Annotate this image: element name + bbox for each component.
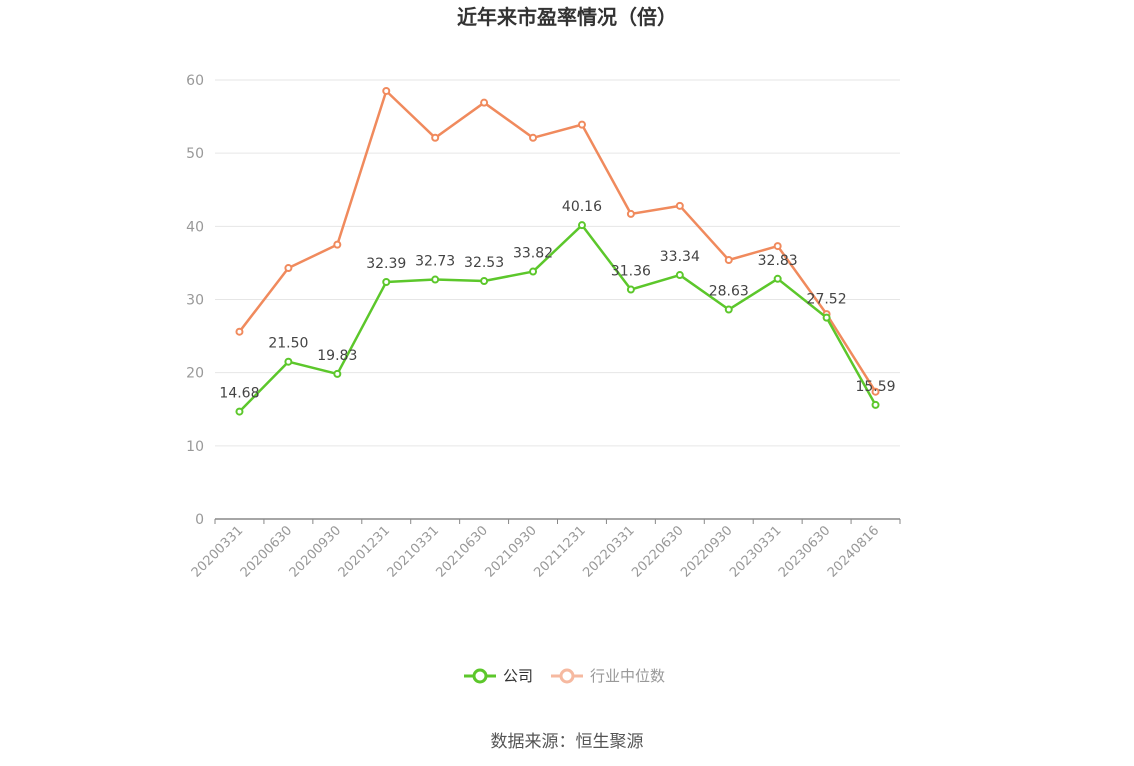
data-label: 32.39 [366, 256, 406, 272]
y-tick-label: 0 [195, 512, 204, 528]
legend-industry-marker [559, 668, 575, 684]
series-line [238, 223, 877, 413]
data-source: 数据来源：恒生聚源 [491, 732, 644, 752]
data-label: 19.83 [317, 348, 357, 364]
data-label: 32.83 [758, 253, 798, 269]
data-labels: 14.68 21.50 19.83 32.39 32.73 32.53 33.82 40.16… [219, 199, 895, 401]
x-tick-label: 20200930 [287, 523, 344, 580]
x-tick-label: 20230630 [776, 523, 833, 580]
chart-title: 近年来市盈率情况（倍） [457, 5, 677, 29]
data-label: 14.68 [219, 386, 259, 402]
series-line [238, 89, 877, 393]
x-tick-label: 20210930 [482, 523, 539, 580]
data-point[interactable] [480, 98, 489, 107]
y-tick-label: 20 [186, 366, 204, 382]
data-point[interactable] [871, 400, 880, 409]
series-company [235, 221, 880, 416]
x-tick-label: 20210331 [385, 523, 442, 580]
legend: 公司 行业中位数 [464, 667, 665, 685]
x-tick-label: 20201231 [336, 523, 393, 580]
data-point[interactable] [626, 285, 635, 294]
data-point[interactable] [773, 274, 782, 283]
data-label: 33.82 [513, 246, 553, 262]
y-tick-label: 30 [186, 293, 204, 309]
data-label: 32.73 [415, 254, 455, 270]
data-point[interactable] [675, 201, 684, 210]
data-point[interactable] [431, 275, 440, 284]
y-tick-label: 50 [186, 146, 204, 162]
data-point[interactable] [431, 133, 440, 142]
y-tick-label: 60 [186, 73, 204, 89]
legend-company-label: 公司 [503, 667, 533, 685]
data-point[interactable] [382, 278, 391, 287]
data-point[interactable] [724, 305, 733, 314]
series-layer [235, 86, 880, 416]
x-tick-label: 20200331 [189, 523, 246, 580]
x-axis-ticks: 2020033120200630202009302020123120210331… [189, 519, 901, 581]
data-point[interactable] [333, 240, 342, 249]
data-point[interactable] [382, 86, 391, 95]
data-label: 32.53 [464, 255, 504, 271]
data-point[interactable] [675, 271, 684, 280]
data-point[interactable] [529, 133, 538, 142]
data-label: 28.63 [709, 284, 749, 300]
data-point[interactable] [333, 369, 342, 378]
x-tick-label: 20210630 [434, 523, 491, 580]
data-point[interactable] [577, 120, 586, 129]
data-point[interactable] [529, 267, 538, 276]
data-point[interactable] [480, 276, 489, 285]
data-point[interactable] [724, 255, 733, 264]
data-point[interactable] [773, 242, 782, 251]
x-tick-label: 20211231 [531, 523, 588, 580]
data-point[interactable] [626, 209, 635, 218]
data-label: 31.36 [611, 264, 651, 280]
data-point[interactable] [284, 357, 293, 366]
x-tick-label: 20220930 [678, 523, 735, 580]
y-axis-ticks: 0 10 20 30 40 50 60 [186, 73, 204, 528]
data-point[interactable] [235, 407, 244, 416]
legend-item-company[interactable]: 公司 [464, 667, 533, 685]
x-tick-label: 20240816 [825, 523, 882, 580]
data-point[interactable] [822, 313, 831, 322]
data-point[interactable] [284, 264, 293, 273]
data-point[interactable] [871, 387, 880, 396]
x-tick-label: 20200630 [238, 523, 295, 580]
data-label: 40.16 [562, 199, 602, 215]
legend-industry-label: 行业中位数 [590, 667, 665, 685]
data-label: 21.50 [268, 336, 308, 352]
data-label: 15.59 [855, 379, 895, 395]
y-tick-label: 40 [186, 219, 204, 235]
data-label: 33.34 [660, 249, 700, 265]
legend-company-marker [472, 668, 488, 684]
x-tick-label: 20230331 [727, 523, 784, 580]
data-label: 27.52 [807, 292, 847, 308]
data-point[interactable] [577, 221, 586, 230]
legend-item-industry-median[interactable]: 行业中位数 [551, 667, 665, 685]
x-tick-label: 20220331 [580, 523, 637, 580]
y-tick-label: 10 [186, 439, 204, 455]
data-point[interactable] [235, 327, 244, 336]
x-tick-label: 20220630 [629, 523, 686, 580]
